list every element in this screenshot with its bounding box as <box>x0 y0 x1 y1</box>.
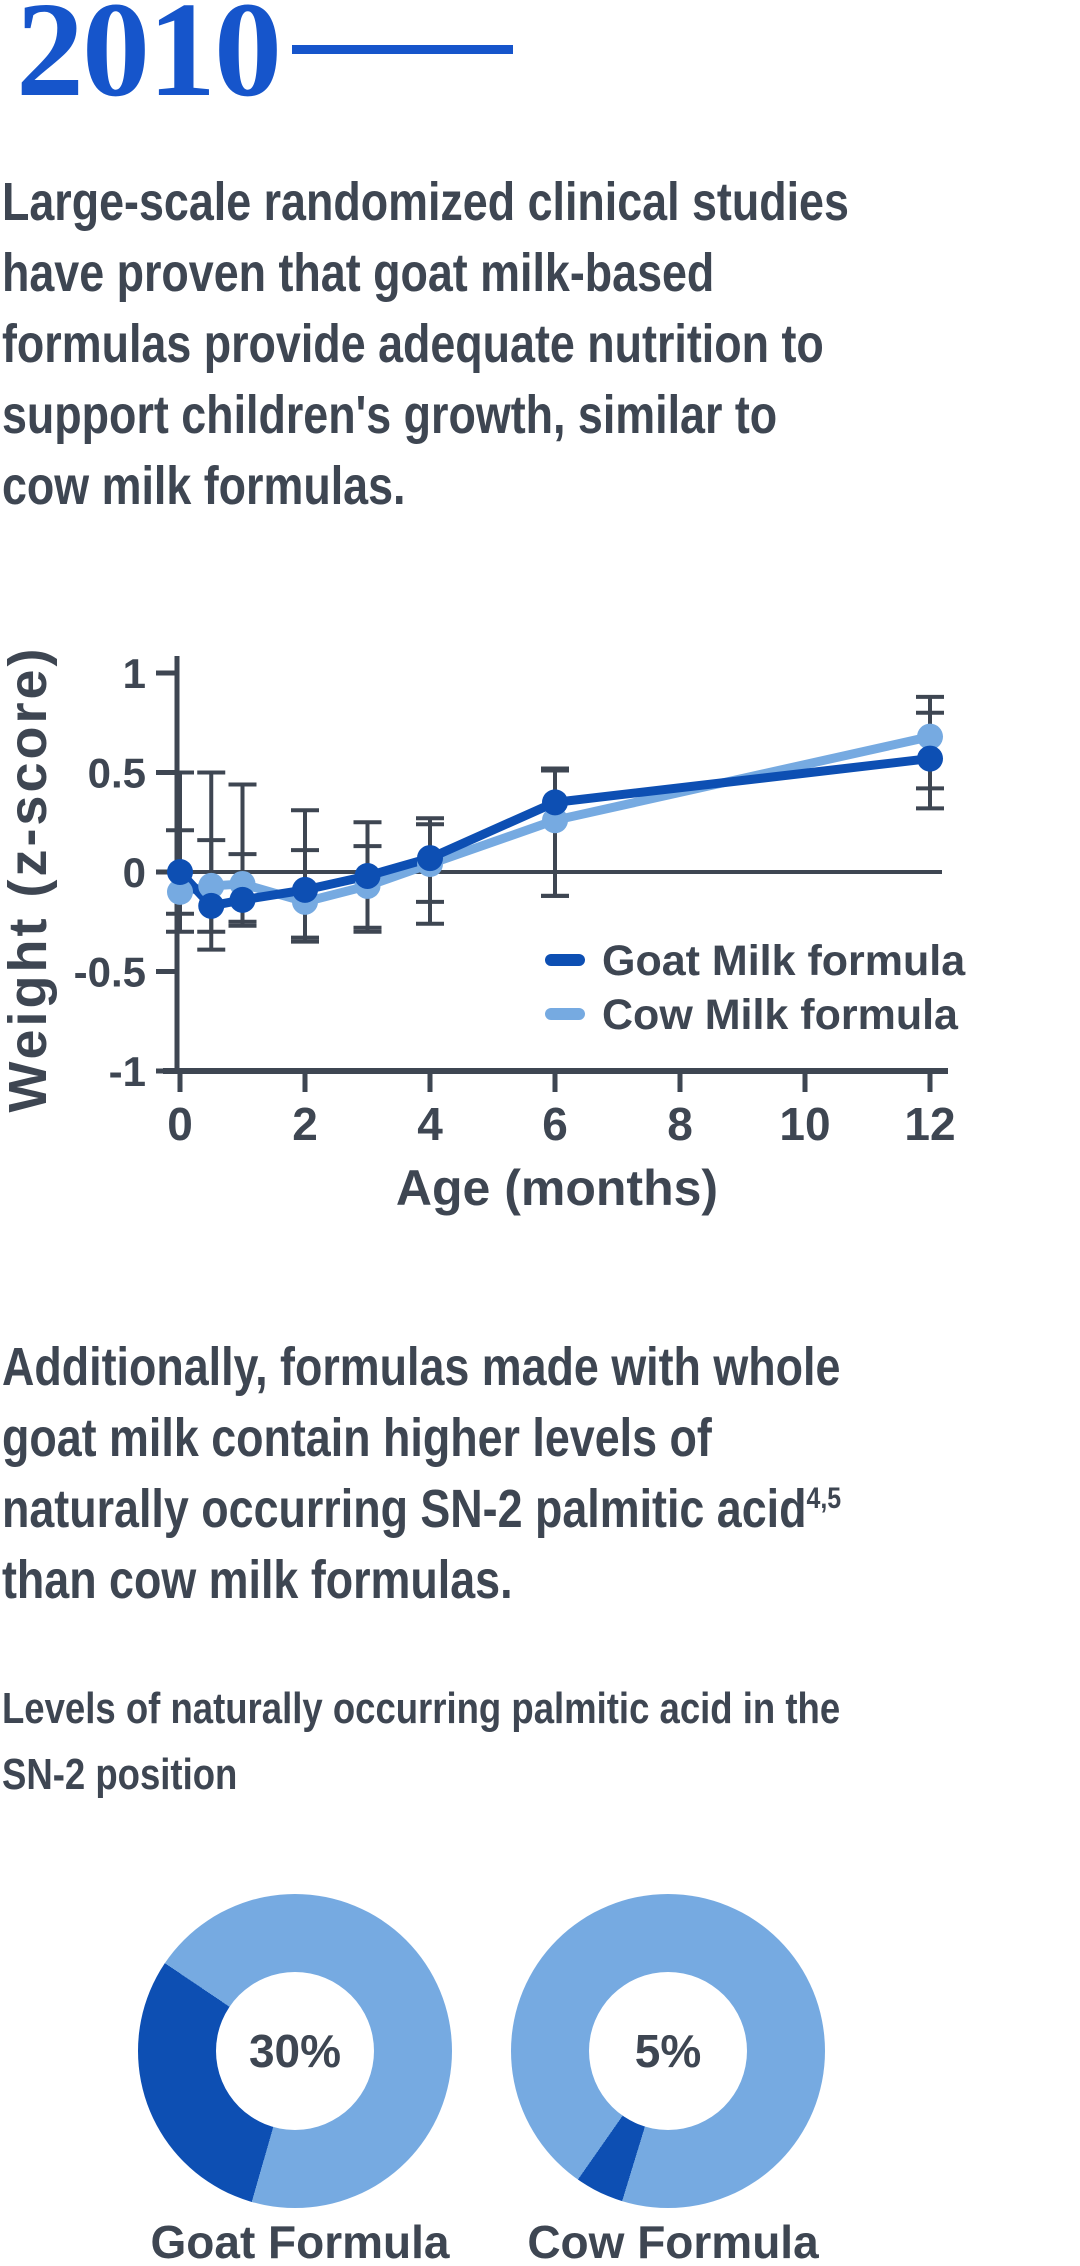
cow-donut-label: Cow Formula <box>527 2216 819 2266</box>
series-markers-goat-milk-formula <box>167 745 943 919</box>
paragraph-line: support children's growth, similar to <box>2 385 778 445</box>
paragraph-line: naturally occurring SN-2 palmitic acid4,… <box>2 1479 842 1539</box>
x-tick-labels: 0 2 4 6 8 10 12 <box>167 1071 956 1150</box>
subheading-line: SN-2 position <box>2 1750 238 1799</box>
paragraph-line: have proven that goat milk-based <box>2 243 715 303</box>
paragraph-line: Additionally, formulas made with whole <box>2 1337 841 1397</box>
paragraph-line: Large-scale randomized clinical studies <box>2 172 849 232</box>
cow-formula-donut-chart: 5% <box>511 1894 825 2208</box>
svg-text:-0.5: -0.5 <box>74 949 146 996</box>
svg-text:0.5: 0.5 <box>88 750 146 797</box>
chart-legend: Goat Milk formula Cow Milk formula <box>545 937 966 1039</box>
donut-chart-title: Levels of naturally occurring palmitic a… <box>2 1676 1080 1808</box>
intro-paragraph: Large-scale randomized clinical studies … <box>2 167 1080 522</box>
legend-swatch <box>545 1008 585 1020</box>
x-axis-title: Age (months) <box>396 1160 718 1216</box>
svg-text:10: 10 <box>779 1098 830 1150</box>
cow-donut-value: 5% <box>634 2025 702 2077</box>
svg-text:1: 1 <box>123 650 146 697</box>
y-tick-labels: 1 0.5 0 -0.5 -1 <box>74 650 177 1095</box>
goat-formula-donut-chart: 30% <box>138 1894 452 2208</box>
donut-hole: 30% <box>216 1972 374 2130</box>
title-rule <box>292 45 513 54</box>
paragraph-line: than cow milk formulas. <box>2 1550 513 1610</box>
paragraph-line: formulas provide adequate nutrition to <box>2 314 824 374</box>
year-title: 2010 <box>16 0 282 125</box>
svg-text:8: 8 <box>667 1098 693 1150</box>
paragraph-line: cow milk formulas. <box>2 456 406 516</box>
goat-donut-value: 30% <box>248 2025 342 2077</box>
svg-text:6: 6 <box>542 1098 568 1150</box>
subheading-line: Levels of naturally occurring palmitic a… <box>2 1684 841 1733</box>
svg-text:2: 2 <box>292 1098 318 1150</box>
sn2-paragraph: Additionally, formulas made with whole g… <box>2 1332 1080 1616</box>
legend-swatch <box>545 954 585 966</box>
reference-superscript: 4,5 <box>806 1482 842 1515</box>
svg-text:0: 0 <box>123 849 146 896</box>
svg-text:4: 4 <box>417 1098 443 1150</box>
donut-hole: 5% <box>589 1972 747 2130</box>
goat-donut-label: Goat Formula <box>150 2216 450 2266</box>
legend-label: Cow Milk formula <box>602 991 959 1039</box>
svg-text:0: 0 <box>167 1098 193 1150</box>
svg-text:12: 12 <box>904 1098 955 1150</box>
legend-label: Goat Milk formula <box>602 937 966 985</box>
y-axis-title: Weight (z-score) <box>0 645 58 1112</box>
svg-text:-1: -1 <box>109 1048 146 1095</box>
growth-line-chart: 1 0.5 0 -0.5 -1 0 2 4 6 8 10 12 Age (months) Weight (… <box>0 645 966 1216</box>
paragraph-line: goat milk contain higher levels of <box>2 1408 712 1468</box>
